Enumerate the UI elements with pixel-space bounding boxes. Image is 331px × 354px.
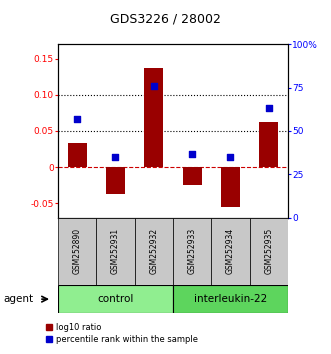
Text: agent: agent [3, 294, 33, 304]
Text: GSM252890: GSM252890 [72, 228, 82, 274]
Bar [144, 68, 164, 167]
Bar [96, 218, 135, 285]
Text: interleukin-22: interleukin-22 [194, 294, 267, 304]
Text: GSM252935: GSM252935 [264, 228, 273, 274]
Bar [221, 167, 240, 207]
Legend: log10 ratio, percentile rank within the sample: log10 ratio, percentile rank within the … [46, 323, 198, 344]
Point [228, 154, 233, 160]
Bar [259, 121, 278, 167]
Bar [68, 143, 87, 167]
Point [74, 116, 80, 122]
Bar [182, 167, 202, 185]
Bar [106, 167, 125, 194]
Bar [135, 218, 173, 285]
Point [266, 105, 271, 111]
Bar [211, 218, 250, 285]
Bar [250, 218, 288, 285]
Text: GSM252934: GSM252934 [226, 228, 235, 274]
Text: control: control [97, 294, 134, 304]
Bar [173, 218, 211, 285]
Bar [58, 285, 173, 313]
Text: GDS3226 / 28002: GDS3226 / 28002 [110, 13, 221, 26]
Text: GSM252933: GSM252933 [188, 228, 197, 274]
Point [189, 151, 195, 156]
Text: GSM252932: GSM252932 [149, 228, 158, 274]
Text: GSM252931: GSM252931 [111, 228, 120, 274]
Point [151, 83, 157, 89]
Point [113, 154, 118, 160]
Bar [58, 218, 96, 285]
Bar [173, 285, 288, 313]
